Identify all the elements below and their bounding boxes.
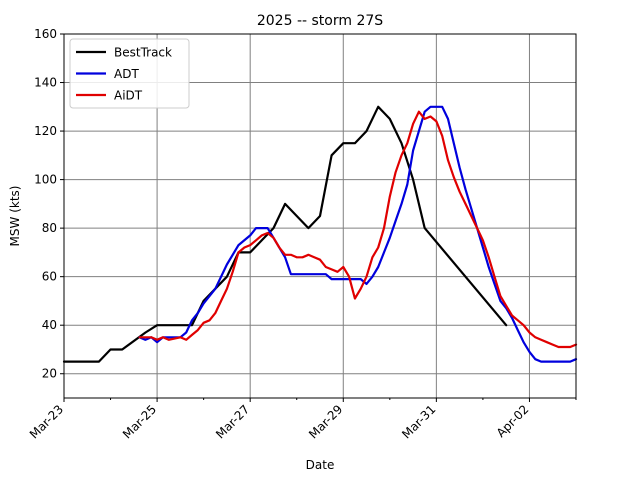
series-line-aidt bbox=[138, 110, 578, 349]
y-axis-label: MSW (kts) bbox=[8, 186, 22, 247]
y-tick-label: 40 bbox=[42, 318, 57, 332]
series-line-adt bbox=[138, 105, 578, 363]
series-line-besttrack bbox=[62, 105, 508, 363]
legend: BestTrack ADT AiDT bbox=[69, 38, 190, 109]
y-tick-label: 160 bbox=[34, 27, 57, 41]
y-tick-label: 60 bbox=[42, 270, 57, 284]
x-axis-label: Date bbox=[306, 458, 335, 472]
y-axis: 20 40 60 80 100 120 140 160 bbox=[34, 27, 64, 381]
y-tick-label: 140 bbox=[34, 76, 57, 90]
chart-title: 2025 -- storm 27S bbox=[257, 13, 383, 29]
series-lines bbox=[62, 105, 578, 363]
y-tick-label: 20 bbox=[42, 367, 57, 381]
y-tick-label: 120 bbox=[34, 124, 57, 138]
legend-box bbox=[69, 38, 190, 109]
y-tick-label: 80 bbox=[42, 221, 57, 235]
legend-label-besttrack: BestTrack bbox=[114, 46, 172, 60]
y-tick-label: 100 bbox=[34, 173, 57, 187]
plot-frame bbox=[63, 33, 577, 399]
legend-label-aidt: AiDT bbox=[114, 89, 143, 103]
legend-label-adt: ADT bbox=[114, 67, 139, 81]
